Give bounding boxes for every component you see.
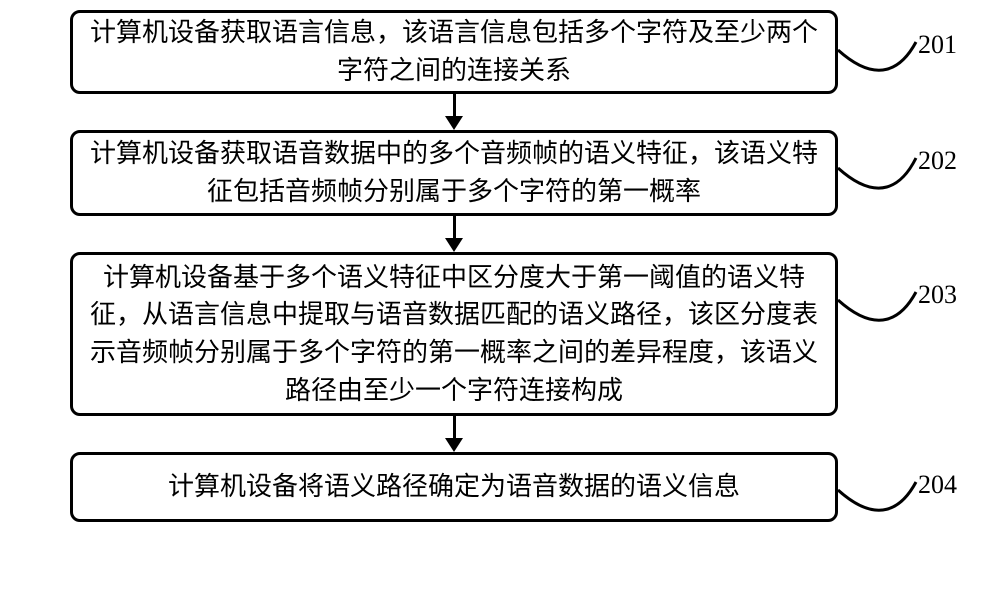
leader-203 [834,288,920,340]
step-text: 计算机设备基于多个语义特征中区分度大于第一阈值的语义特征，从语言信息中提取与语音… [89,259,819,410]
step-label-204: 204 [918,470,957,500]
leader-201 [834,38,920,90]
leader-202 [834,154,920,208]
step-text: 计算机设备将语义路径确定为语音数据的语义信息 [89,468,819,506]
arrow-line-201-202 [453,94,456,116]
flowchart-step-202: 计算机设备获取语音数据中的多个音频帧的语义特征，该语义特征包括音频帧分别属于多个… [70,130,838,216]
flowchart-canvas: 计算机设备获取语言信息，该语言信息包括多个字符及至少两个字符之间的连接关系 201… [0,0,1000,614]
leader-204 [834,478,920,530]
flowchart-step-201: 计算机设备获取语言信息，该语言信息包括多个字符及至少两个字符之间的连接关系 [70,10,838,94]
arrow-line-202-203 [453,216,456,238]
arrow-head-203-204 [445,438,463,452]
arrow-line-203-204 [453,416,456,438]
step-label-201: 201 [918,30,957,60]
step-label-203: 203 [918,280,957,310]
flowchart-step-203: 计算机设备基于多个语义特征中区分度大于第一阈值的语义特征，从语言信息中提取与语音… [70,252,838,416]
step-text: 计算机设备获取语言信息，该语言信息包括多个字符及至少两个字符之间的连接关系 [89,14,819,89]
step-text: 计算机设备获取语音数据中的多个音频帧的语义特征，该语义特征包括音频帧分别属于多个… [89,135,819,210]
flowchart-step-204: 计算机设备将语义路径确定为语音数据的语义信息 [70,452,838,522]
arrow-head-201-202 [445,116,463,130]
step-label-202: 202 [918,146,957,176]
arrow-head-202-203 [445,238,463,252]
